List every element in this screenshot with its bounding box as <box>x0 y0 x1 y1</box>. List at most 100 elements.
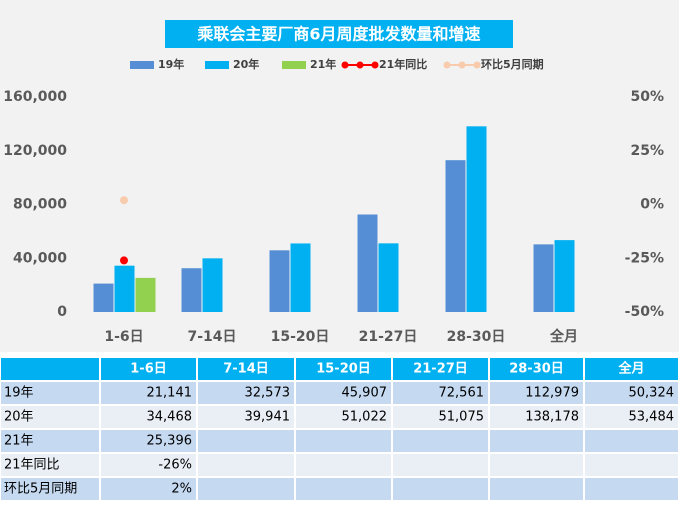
table-row-label: 21年同比 <box>4 458 60 473</box>
table-cell <box>393 382 488 404</box>
table-cell <box>1 478 99 500</box>
table-cell <box>1 454 99 476</box>
table-cell <box>393 478 488 500</box>
legend-label: 21年同比 <box>379 57 427 71</box>
table-cell <box>101 478 196 500</box>
table-cell <box>585 454 678 476</box>
y-tick-label: 160,000 <box>3 89 67 105</box>
bar <box>554 240 575 312</box>
table-cell <box>101 382 196 404</box>
line-marker <box>120 256 128 265</box>
table-header-text: 7-14日 <box>223 362 269 377</box>
table-cell <box>296 478 391 500</box>
table-cell <box>585 382 678 404</box>
table-cell <box>490 478 583 500</box>
y-tick-label: 0 <box>57 304 67 320</box>
table-value: 112,979 <box>525 386 579 401</box>
table-cell <box>393 406 488 428</box>
table-value: 51,075 <box>439 410 485 425</box>
legend-label: 20年 <box>233 57 259 71</box>
legend-swatch <box>130 61 154 69</box>
table-cell <box>198 430 294 452</box>
table-cell <box>296 454 391 476</box>
table-header-text: 28-30日 <box>509 362 564 377</box>
table-cell <box>585 478 678 500</box>
legend-marker <box>458 61 466 69</box>
y2-tick-label: 50% <box>630 89 664 105</box>
table-value: 51,022 <box>342 410 388 425</box>
table-cell <box>1 382 99 404</box>
bar <box>445 160 466 312</box>
table-row-label: 环比5月同期 <box>4 482 77 497</box>
legend-marker <box>356 61 364 69</box>
table-cell <box>296 430 391 452</box>
title-box <box>165 20 513 48</box>
line-marker <box>120 196 128 205</box>
bar <box>533 244 554 312</box>
x-tick-label: 1-6日 <box>104 329 143 345</box>
y-tick-label: 40,000 <box>13 250 67 266</box>
bar <box>378 243 399 312</box>
table-header-text: 21-27日 <box>413 362 468 377</box>
legend-swatch <box>282 61 306 69</box>
table-header-cell <box>1 358 99 380</box>
bar <box>290 243 311 312</box>
table-cell <box>198 406 294 428</box>
table-cell <box>490 454 583 476</box>
table-row-label: 21年 <box>4 434 34 449</box>
legend-swatch <box>205 61 229 69</box>
table-header-cell <box>296 358 391 380</box>
table-value: 45,907 <box>342 386 388 401</box>
bar <box>114 265 135 312</box>
table-value: 21,141 <box>147 386 193 401</box>
table-header-cell <box>101 358 196 380</box>
y-tick-label: 80,000 <box>13 197 67 213</box>
legend-label: 19年 <box>158 57 184 71</box>
bar <box>269 250 290 312</box>
table-header-cell <box>490 358 583 380</box>
table-row-label: 20年 <box>4 410 34 425</box>
table-cell <box>393 430 488 452</box>
y-tick-label: 120,000 <box>3 143 67 159</box>
x-tick-label: 7-14日 <box>187 329 236 345</box>
table-header-cell <box>585 358 678 380</box>
x-tick-label: 28-30日 <box>447 329 506 345</box>
table-row-label: 19年 <box>4 386 34 401</box>
x-tick-label: 全月 <box>549 328 578 345</box>
table-header-text: 1-6日 <box>130 362 167 377</box>
table-cell <box>1 430 99 452</box>
table-cell <box>296 382 391 404</box>
table-cell <box>393 454 488 476</box>
table-cell <box>198 478 294 500</box>
table-header-text: 15-20日 <box>316 362 371 377</box>
table-cell <box>585 430 678 452</box>
x-tick-label: 15-20日 <box>271 329 330 345</box>
y2-tick-label: -50% <box>625 304 664 320</box>
bar <box>466 126 487 313</box>
legend-label: 环比5月同期 <box>481 57 544 71</box>
table-header-text: 全月 <box>617 361 644 377</box>
table-header-cell <box>393 358 488 380</box>
y2-tick-label: -25% <box>625 250 664 266</box>
table-cell <box>490 406 583 428</box>
table-cell <box>1 406 99 428</box>
table-cell <box>490 382 583 404</box>
table-cell <box>101 454 196 476</box>
bar <box>357 214 378 312</box>
legend-label: 21年 <box>310 57 336 71</box>
table-cell <box>585 406 678 428</box>
table-value: 53,484 <box>629 410 675 425</box>
table-cell <box>101 406 196 428</box>
table-cell <box>490 430 583 452</box>
table-value: 25,396 <box>147 434 193 449</box>
table-cell <box>101 430 196 452</box>
table-value: 39,941 <box>245 410 291 425</box>
legend-marker <box>443 61 451 69</box>
y2-tick-label: 0% <box>640 197 664 213</box>
table-value: 34,468 <box>147 410 193 425</box>
table-cell <box>198 454 294 476</box>
table-cell <box>296 406 391 428</box>
legend-marker <box>341 61 349 69</box>
table-value: -26% <box>158 458 192 473</box>
